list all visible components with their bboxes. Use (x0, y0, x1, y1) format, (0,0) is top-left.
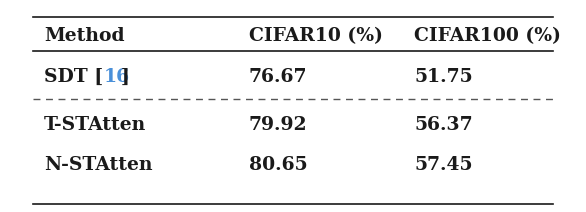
Text: Method: Method (44, 27, 125, 45)
Text: SDT [: SDT [ (44, 68, 103, 86)
Text: CIFAR100 (%): CIFAR100 (%) (414, 27, 561, 45)
Text: ]: ] (121, 68, 130, 86)
Text: 57.45: 57.45 (414, 156, 473, 174)
Text: T-STAtten: T-STAtten (44, 116, 146, 134)
Text: 79.92: 79.92 (248, 116, 307, 134)
Text: 51.75: 51.75 (414, 68, 473, 86)
Text: N-STAtten: N-STAtten (44, 156, 153, 174)
Text: 80.65: 80.65 (248, 156, 307, 174)
Text: 56.37: 56.37 (414, 116, 473, 134)
Text: 76.67: 76.67 (248, 68, 307, 86)
Text: 16: 16 (104, 68, 130, 86)
Text: CIFAR10 (%): CIFAR10 (%) (248, 27, 383, 45)
